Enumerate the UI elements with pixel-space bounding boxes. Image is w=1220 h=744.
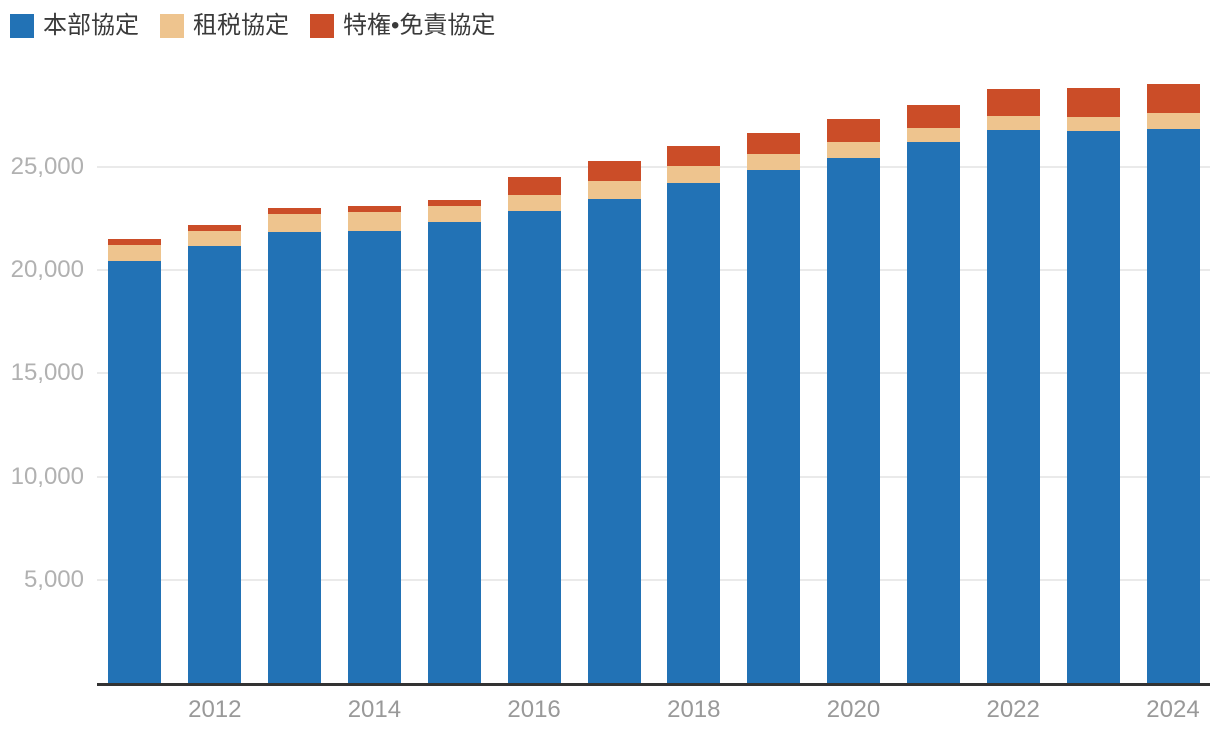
x-axis-tick-label: 2022: [986, 696, 1040, 723]
legend-label-tokken-menseki-kyotei: 特権•免責協定: [343, 12, 496, 39]
bar-2012-tokken-segment[interactable]: [188, 224, 242, 232]
x-axis-tick-label: 2012: [188, 696, 242, 723]
bar-2013-honbu-segment[interactable]: [268, 231, 322, 683]
bar-2014-tokken-segment[interactable]: [347, 206, 401, 212]
bar-2013-tokken-segment[interactable]: [268, 208, 322, 215]
bar-2021-tokken-segment[interactable]: [906, 104, 960, 129]
bar-2011-tokken-segment[interactable]: [108, 239, 162, 245]
gridline: [97, 475, 1210, 478]
bar-2013-sozei-segment[interactable]: [268, 214, 322, 232]
bar-2019-honbu-segment[interactable]: [747, 169, 801, 683]
bar-2014-sozei-segment[interactable]: [347, 211, 401, 231]
y-axis-tick-label: 5,000: [23, 565, 84, 593]
bar-2012-honbu-segment[interactable]: [188, 245, 242, 683]
x-axis-tick-label: 2018: [667, 696, 721, 723]
bar-2017-tokken-segment[interactable]: [587, 161, 641, 181]
gridline: [97, 165, 1210, 168]
bar-2021-sozei-segment[interactable]: [906, 128, 960, 142]
bar-2020-sozei-segment[interactable]: [827, 142, 880, 158]
bar-2021-honbu-segment[interactable]: [906, 142, 960, 683]
bar-2017-honbu-segment[interactable]: [587, 199, 641, 683]
bar-2024-sozei-segment[interactable]: [1146, 113, 1200, 129]
gridline: [97, 578, 1210, 581]
y-axis-tick-label: 25,000: [10, 152, 84, 180]
gridline: [97, 372, 1210, 375]
bar-2018-sozei-segment[interactable]: [667, 165, 721, 184]
bar-2016-sozei-segment[interactable]: [507, 194, 561, 211]
x-axis-tick-label: 2024: [1146, 696, 1200, 723]
bar-2022-tokken-segment[interactable]: [986, 89, 1040, 116]
legend-swatch-honbu-kyotei-icon: [10, 14, 34, 38]
bar-2022-honbu-segment[interactable]: [986, 130, 1040, 683]
legend-swatch-sozei-kyotei-icon: [160, 14, 184, 38]
legend-item-honbu-kyotei[interactable]: 本部協定: [10, 11, 139, 41]
legend-item-sozei-kyotei[interactable]: 租税協定: [160, 11, 289, 41]
legend-label-sozei-kyotei: 租税協定: [193, 12, 289, 39]
legend-label-honbu-kyotei: 本部協定: [43, 12, 139, 39]
bar-2017-sozei-segment[interactable]: [587, 181, 641, 199]
legend-swatch-tokken-menseki-kyotei-icon: [310, 14, 334, 38]
bar-2014-honbu-segment[interactable]: [347, 230, 401, 683]
bar-2012-sozei-segment[interactable]: [188, 231, 242, 246]
bar-2019-tokken-segment[interactable]: [747, 132, 801, 154]
bar-2023-honbu-segment[interactable]: [1066, 130, 1120, 683]
bar-2016-honbu-segment[interactable]: [507, 210, 561, 683]
bar-2019-sozei-segment[interactable]: [747, 153, 801, 170]
bar-2020-honbu-segment[interactable]: [827, 158, 880, 683]
x-axis-tick-label: 2016: [507, 696, 561, 723]
bar-2023-sozei-segment[interactable]: [1066, 117, 1120, 131]
bar-2011-honbu-segment[interactable]: [108, 260, 162, 683]
bar-2023-tokken-segment[interactable]: [1066, 88, 1120, 118]
bar-2011-sozei-segment[interactable]: [108, 244, 162, 261]
y-axis-tick-label: 15,000: [10, 359, 84, 387]
x-axis-line: [97, 683, 1210, 686]
bar-2016-tokken-segment[interactable]: [507, 176, 561, 195]
bar-2015-sozei-segment[interactable]: [427, 205, 481, 223]
bar-2022-sozei-segment[interactable]: [986, 115, 1040, 130]
bar-2015-tokken-segment[interactable]: [427, 199, 481, 206]
y-axis-tick-label: 20,000: [10, 256, 84, 283]
gridline: [97, 269, 1210, 271]
x-axis-tick-label: 2014: [347, 696, 402, 723]
bar-2015-honbu-segment[interactable]: [427, 222, 481, 683]
legend: 本部協定 租税協定 特権•免責協定: [10, 11, 495, 41]
bar-2024-honbu-segment[interactable]: [1146, 129, 1200, 683]
bar-2020-tokken-segment[interactable]: [827, 118, 880, 142]
y-axis-tick-label: 10,000: [10, 462, 84, 490]
bar-2018-tokken-segment[interactable]: [667, 146, 721, 166]
legend-item-tokken-menseki-kyotei[interactable]: 特権•免責協定: [310, 11, 495, 41]
bar-2018-honbu-segment[interactable]: [667, 183, 721, 683]
x-axis-tick-label: 2020: [826, 696, 881, 723]
bar-2024-tokken-segment[interactable]: [1146, 83, 1200, 114]
